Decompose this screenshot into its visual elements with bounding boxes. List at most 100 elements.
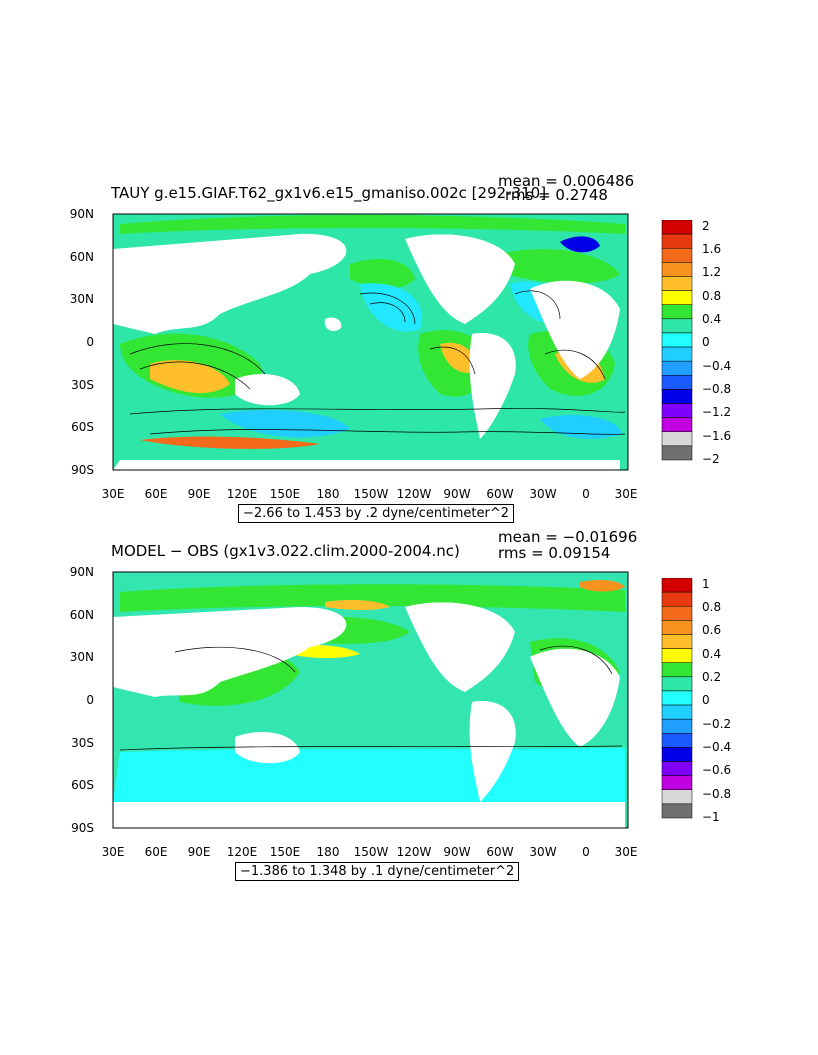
colorbar-label: 0.8 bbox=[702, 600, 721, 614]
colorbar-cells bbox=[661, 220, 693, 461]
land-north-america bbox=[405, 234, 515, 324]
colorbar-cell bbox=[661, 605, 693, 621]
lon-tick-label: 90W bbox=[443, 845, 470, 859]
top-map-panel: mean = 0.006486 TAUY g.e15.GIAF.T62_gx1v… bbox=[0, 160, 818, 530]
colorbar-cell bbox=[661, 346, 693, 362]
colorbar-label: 0.6 bbox=[702, 623, 721, 637]
colorbar-label: 0.8 bbox=[702, 289, 721, 303]
lat-tick-label: 90N bbox=[70, 565, 94, 579]
bottom-title: MODEL − OBS (gx1v3.022.clim.2000-2004.nc… bbox=[111, 542, 460, 560]
colorbar-cell bbox=[661, 578, 693, 593]
top-title: TAUY g.e15.GIAF.T62_gx1v6.e15_gmaniso.00… bbox=[111, 184, 547, 202]
lon-tick-label: 120W bbox=[397, 487, 432, 501]
bottom-range-label: −1.386 to 1.348 by .1 dyne/centimeter^2 bbox=[235, 862, 520, 881]
lon-tick-label: 180 bbox=[317, 487, 340, 501]
lat-tick-label: 90N bbox=[70, 207, 94, 221]
contour-lines bbox=[129, 290, 626, 435]
colorbar-cell bbox=[661, 318, 693, 334]
lat-tick-label: 60N bbox=[70, 608, 94, 622]
colorbar-label: 1 bbox=[702, 578, 710, 591]
lat-tick-label: 90S bbox=[71, 821, 94, 835]
lat-tick-label: 0 bbox=[86, 335, 94, 349]
colorbar-cell bbox=[661, 761, 693, 776]
land-island bbox=[324, 317, 342, 331]
colorbar-cell bbox=[661, 676, 693, 692]
lon-tick-label: 150W bbox=[354, 845, 389, 859]
map-frame bbox=[112, 571, 629, 829]
colorbar-cell bbox=[661, 262, 693, 277]
contour-lines bbox=[119, 645, 623, 751]
land-north-america bbox=[405, 602, 515, 692]
lon-tick-label: 180 bbox=[317, 845, 340, 859]
colorbar-cell bbox=[661, 304, 693, 320]
lat-tick-label: 60N bbox=[70, 250, 94, 264]
land-australia bbox=[235, 374, 300, 406]
colorbar-label: −1.2 bbox=[702, 405, 731, 419]
colorbar-label: −0.6 bbox=[702, 763, 731, 777]
colorbar-cell bbox=[661, 634, 693, 649]
colorbar-label: 0.4 bbox=[702, 312, 721, 326]
lon-tick-label: 60E bbox=[145, 845, 168, 859]
lat-axis: 90N 60N 30N 0 30S 60S 90S bbox=[70, 565, 94, 835]
colorbar-cell bbox=[661, 360, 693, 376]
arctic-band bbox=[120, 215, 625, 234]
colorbar-cell bbox=[661, 332, 693, 348]
colorbar-cell bbox=[661, 620, 693, 635]
top-rms-label: rms = 0.2748 bbox=[505, 186, 608, 204]
top-mean-label: mean = 0.006486 bbox=[498, 172, 635, 190]
colorbar-cell bbox=[661, 690, 693, 706]
lat-tick-label: 30S bbox=[71, 378, 94, 392]
lon-tick-label: 60W bbox=[486, 487, 513, 501]
land-eurasia bbox=[113, 233, 347, 334]
colorbar-label: −0.8 bbox=[702, 787, 731, 801]
lon-axis: 30E 60E 90E 120E 150E 180 150W 120W 90W … bbox=[102, 845, 638, 859]
colorbar-cell bbox=[661, 775, 693, 791]
lon-tick-label: 90E bbox=[188, 487, 211, 501]
colorbar-label: 0 bbox=[702, 335, 710, 349]
lat-tick-label: 90S bbox=[71, 463, 94, 477]
lat-tick-label: 30N bbox=[70, 650, 94, 664]
colorbar-cell bbox=[661, 733, 693, 748]
lon-tick-label: 150W bbox=[354, 487, 389, 501]
lon-tick-label: 0 bbox=[582, 845, 590, 859]
colorbar-cell bbox=[661, 220, 693, 235]
positive-zone bbox=[350, 259, 415, 289]
lon-tick-label: 90E bbox=[188, 845, 211, 859]
colorbar-cell bbox=[661, 290, 693, 305]
positive-high-zone bbox=[140, 436, 320, 449]
land-africa bbox=[530, 648, 620, 747]
lon-tick-label: 90W bbox=[443, 487, 470, 501]
colorbar-cell bbox=[661, 417, 693, 433]
lon-tick-label: 60E bbox=[145, 487, 168, 501]
bottom-rms-label: rms = 0.09154 bbox=[498, 544, 611, 562]
colorbar-label: 0.2 bbox=[702, 670, 721, 684]
lon-tick-label: 120W bbox=[397, 845, 432, 859]
colorbar-label: 0 bbox=[702, 693, 710, 707]
colorbar-label: −1.6 bbox=[702, 429, 731, 443]
colorbar-cell bbox=[661, 747, 693, 762]
land-antarctica bbox=[113, 802, 625, 828]
colorbar-cell bbox=[661, 403, 693, 418]
colorbar-cell bbox=[661, 803, 693, 819]
lat-tick-label: 0 bbox=[86, 693, 94, 707]
positive-high-zone bbox=[580, 579, 625, 592]
lon-tick-label: 150E bbox=[270, 845, 301, 859]
bottom-map-panel: mean = −0.01696 MODEL − OBS (gx1v3.022.c… bbox=[0, 520, 818, 890]
colorbar-label: 2 bbox=[702, 220, 710, 233]
land-eurasia bbox=[113, 607, 347, 697]
colorbar-label: 1.2 bbox=[702, 265, 721, 279]
bottom-colorbar: 1 0.8 0.6 0.4 0.2 0 −0.2 −0.4 −0.6 −0.8 … bbox=[661, 578, 731, 824]
land-africa bbox=[530, 280, 620, 379]
map-frame bbox=[112, 213, 629, 471]
positive-high-zone bbox=[325, 599, 390, 611]
colorbar-cell bbox=[661, 431, 693, 447]
colorbar-cell bbox=[661, 247, 693, 263]
positive-high-zone bbox=[440, 342, 478, 373]
bottom-map: 90N 60N 30N 0 30S 60S 90S 30E 60E 90E 12… bbox=[70, 565, 638, 859]
colorbar-cell bbox=[661, 789, 693, 805]
lat-axis: 90N 60N 30N 0 30S 60S 90S bbox=[70, 207, 94, 477]
colorbar-cell bbox=[661, 375, 693, 390]
top-map: 90N 60N 30N 0 30S 60S 90S 30E 60E 90E 12… bbox=[70, 207, 638, 501]
land-antarctica bbox=[113, 460, 620, 470]
lon-tick-label: 30E bbox=[102, 487, 125, 501]
